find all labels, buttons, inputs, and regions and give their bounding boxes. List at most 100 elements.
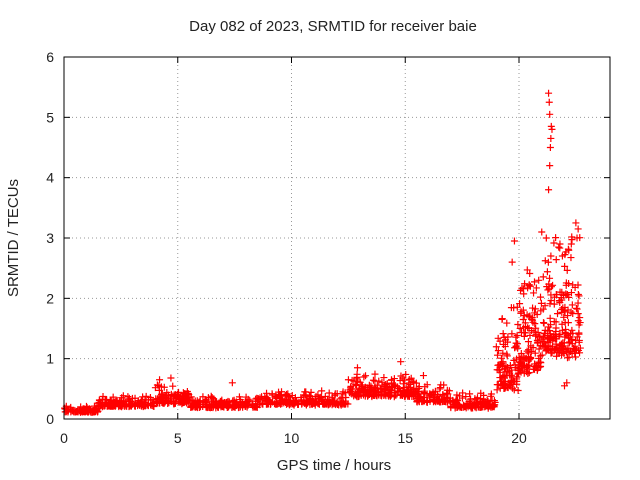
- data-point: [529, 318, 537, 326]
- data-point: [556, 240, 564, 248]
- data-point: [532, 284, 540, 292]
- grid-layer: [64, 57, 610, 419]
- data-point: [526, 282, 534, 290]
- data-point: [187, 393, 195, 401]
- data-point: [364, 392, 372, 400]
- data-point: [503, 350, 511, 358]
- data-point: [509, 384, 517, 392]
- data-point: [414, 390, 422, 398]
- data-point: [496, 361, 504, 369]
- data-point: [458, 394, 466, 402]
- data-point: [242, 393, 250, 401]
- data-point: [391, 383, 399, 391]
- data-point: [574, 290, 582, 298]
- data-point: [543, 283, 551, 291]
- data-point: [571, 342, 579, 350]
- data-point: [547, 252, 555, 260]
- data-point: [494, 334, 502, 342]
- data-point: [353, 381, 361, 389]
- data-point: [158, 390, 166, 398]
- data-point: [542, 234, 550, 242]
- data-point: [540, 319, 548, 327]
- y-tick-label: 3: [46, 230, 54, 246]
- data-point: [512, 333, 520, 341]
- data-point: [278, 399, 286, 407]
- data-point: [525, 361, 533, 369]
- data-point: [378, 378, 386, 386]
- x-tick-label: 20: [511, 430, 527, 446]
- data-point: [531, 365, 539, 373]
- data-point: [558, 320, 566, 328]
- data-point: [209, 404, 217, 412]
- y-tick-label: 2: [46, 290, 54, 306]
- data-point: [371, 377, 379, 385]
- data-point: [499, 349, 507, 357]
- data-point: [275, 388, 283, 396]
- data-point: [546, 333, 554, 341]
- data-point: [447, 402, 455, 410]
- data-point: [172, 395, 180, 403]
- data-point: [115, 399, 123, 407]
- x-tick-label: 10: [284, 430, 300, 446]
- data-point: [496, 374, 504, 382]
- chart-title: Day 082 of 2023, SRMTID for receiver bai…: [189, 18, 477, 35]
- data-point: [407, 388, 415, 396]
- data-point: [556, 330, 564, 338]
- data-point: [546, 144, 554, 151]
- data-point: [179, 394, 187, 402]
- data-point: [368, 391, 376, 399]
- data-point: [545, 98, 553, 106]
- data-point: [339, 388, 347, 396]
- data-point: [117, 402, 125, 410]
- data-point: [469, 404, 477, 412]
- data-point: [140, 398, 148, 406]
- data-point: [566, 334, 574, 342]
- data-point: [353, 364, 361, 372]
- data-point: [561, 318, 569, 326]
- data-point: [571, 353, 579, 361]
- data-point: [572, 219, 580, 227]
- data-point: [487, 403, 495, 411]
- data-point: [550, 239, 558, 247]
- data-point: [373, 381, 381, 389]
- data-point: [413, 397, 421, 405]
- data-point: [565, 246, 573, 254]
- data-point: [544, 258, 552, 266]
- data-point: [504, 364, 512, 372]
- data-point: [568, 301, 576, 309]
- data-point: [453, 396, 461, 404]
- data-point: [302, 388, 310, 396]
- data-point: [107, 397, 115, 405]
- data-point: [368, 385, 376, 393]
- data-point: [132, 400, 140, 408]
- data-point: [430, 392, 438, 400]
- data-point: [407, 374, 415, 382]
- data-point: [561, 328, 569, 336]
- data-point: [430, 397, 438, 405]
- data-point: [99, 392, 107, 400]
- data-point: [554, 310, 562, 318]
- data-point: [396, 387, 404, 395]
- data-point: [362, 372, 370, 380]
- x-axis-label: GPS time / hours: [277, 457, 391, 474]
- data-point: [71, 408, 79, 416]
- data-point: [546, 345, 554, 353]
- data-point: [439, 390, 447, 398]
- data-point: [325, 389, 333, 397]
- data-point: [507, 377, 515, 385]
- data-point: [409, 377, 417, 385]
- data-point: [354, 387, 362, 395]
- data-point: [483, 398, 491, 406]
- data-point: [534, 364, 542, 372]
- data-point: [572, 304, 580, 312]
- data-point: [126, 401, 134, 409]
- data-point: [478, 403, 486, 411]
- data-point: [259, 400, 267, 408]
- data-point: [531, 309, 539, 317]
- data-point: [547, 321, 555, 329]
- data-point: [563, 379, 571, 387]
- data-point: [82, 408, 89, 416]
- data-point: [273, 394, 281, 402]
- data-point: [472, 396, 480, 404]
